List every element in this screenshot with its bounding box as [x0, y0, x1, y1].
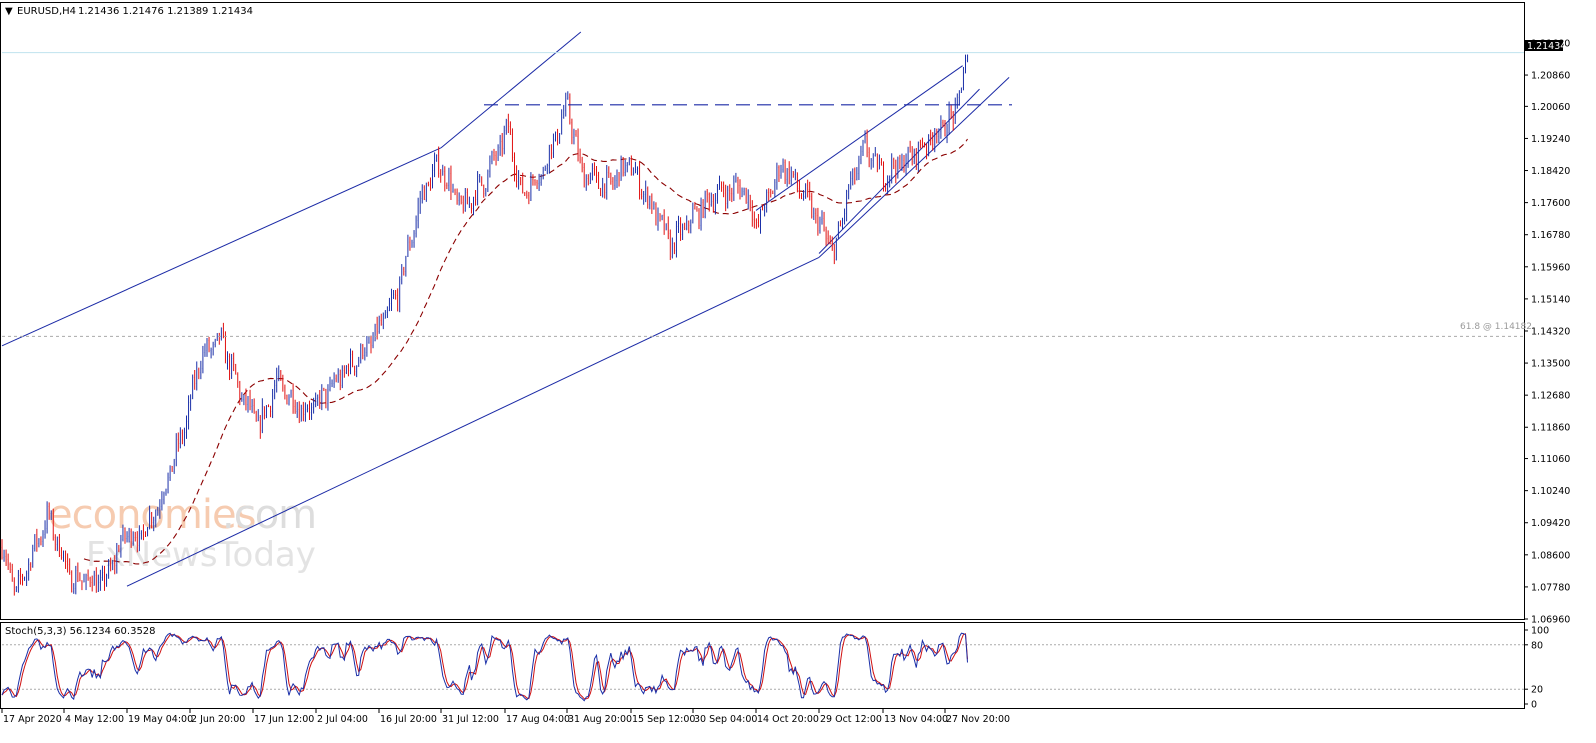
trendline[interactable] — [1, 147, 442, 347]
chart-header-arrow[interactable]: ▼ — [5, 6, 13, 17]
current-price-tag-bg — [1525, 40, 1563, 51]
price-tick-label: 1.14320 — [1531, 326, 1570, 337]
stoch-signal-line — [1, 633, 968, 700]
current-price-label: 1.21434 — [1527, 41, 1566, 52]
time-tick-label: 16 Jul 20:00 — [380, 714, 437, 725]
time-axis[interactable]: 17 Apr 2020 4 May 12:00 19 May 04:002 Jun … — [1, 709, 1010, 725]
price-tick-label: 1.09420 — [1531, 518, 1570, 529]
stoch-main-line — [1, 632, 968, 702]
time-tick-label: 4 May 12:00 — [65, 714, 124, 725]
time-tick-label: 2 Jul 04:00 — [317, 714, 368, 725]
price-tick-label: 1.15140 — [1531, 294, 1570, 305]
price-tick-label: 1.08600 — [1531, 550, 1570, 561]
price-tick-label: 1.20060 — [1531, 102, 1570, 113]
price-tick-label: 1.16780 — [1531, 230, 1570, 241]
chart-header-ohlc: 1.21436 1.21476 1.21389 1.21434 — [78, 6, 253, 17]
price-tick-label: 1.13500 — [1531, 359, 1570, 370]
price-tick-label: 1.07780 — [1531, 582, 1570, 593]
time-tick-label: 31 Jul 12:00 — [442, 714, 499, 725]
time-tick-label: 14 Oct 20:00 — [757, 714, 819, 725]
time-tick-label: 2 Jun 20:00 — [191, 714, 245, 725]
time-tick-label: 29 Oct 12:00 — [820, 714, 882, 725]
price-tick-label: 1.06960 — [1531, 615, 1570, 626]
stoch-axis: 100 80 20 0 — [1524, 626, 1549, 711]
price-tick-label: 1.19240 — [1531, 134, 1570, 145]
time-tick-label: 17 Jun 12:00 — [254, 714, 314, 725]
price-tick-label: 1.11060 — [1531, 454, 1570, 465]
watermark-com: .com — [222, 492, 316, 538]
stoch-tick-label: 100 — [1531, 626, 1549, 637]
stoch-tick-label: 0 — [1531, 700, 1537, 711]
price-tick-label: 1.17600 — [1531, 198, 1570, 209]
watermark-economies: economies — [48, 492, 255, 538]
price-tick-label: 1.20860 — [1531, 71, 1570, 82]
price-tick-label: 1.15960 — [1531, 262, 1570, 273]
stoch-title: Stoch(5,3,3) 56.1234 60.3528 — [5, 626, 156, 637]
watermark-fxnewstoday: FxNewsToday — [86, 535, 316, 575]
time-tick-label: 15 Sep 12:00 — [632, 714, 695, 725]
trendline[interactable] — [818, 77, 1010, 258]
watermark: economies .com FxNewsToday — [48, 492, 317, 575]
price-tick-label: 1.11860 — [1531, 423, 1570, 434]
stoch-tick-label: 80 — [1531, 640, 1543, 651]
chart-header-symbol: EURUSD,H4 — [17, 6, 76, 17]
time-tick-label: 27 Nov 20:00 — [946, 714, 1010, 725]
time-tick-label: 19 May 04:00 — [128, 714, 193, 725]
time-tick-label: 31 Aug 20:00 — [568, 714, 632, 725]
trendline[interactable] — [126, 256, 820, 587]
time-tick-label: 13 Nov 04:00 — [884, 714, 948, 725]
time-tick-label: 17 Apr 2020 — [3, 714, 62, 725]
trendline[interactable] — [755, 65, 963, 211]
price-tick-label: 1.10240 — [1531, 486, 1570, 497]
moving-average-line — [83, 138, 968, 565]
stochastic-pane[interactable]: Stoch(5,3,3) 56.1234 60.3528 — [0, 622, 1525, 709]
current-price-tag: 1.21434 — [1525, 40, 1566, 52]
time-tick-label: 30 Sep 04:00 — [694, 714, 757, 725]
time-tick-label: 17 Aug 04:00 — [506, 714, 570, 725]
price-tick-label: 1.18420 — [1531, 166, 1570, 177]
price-tick-label: 1.12680 — [1531, 391, 1570, 402]
price-pane[interactable]: economies .com FxNewsToday ▼ EURUSD,H4 1… — [0, 2, 1525, 620]
fib-level-label: 61.8 @ 1.14182 — [1460, 322, 1532, 332]
stoch-tick-label: 20 — [1531, 685, 1543, 696]
trendline[interactable] — [440, 31, 582, 149]
